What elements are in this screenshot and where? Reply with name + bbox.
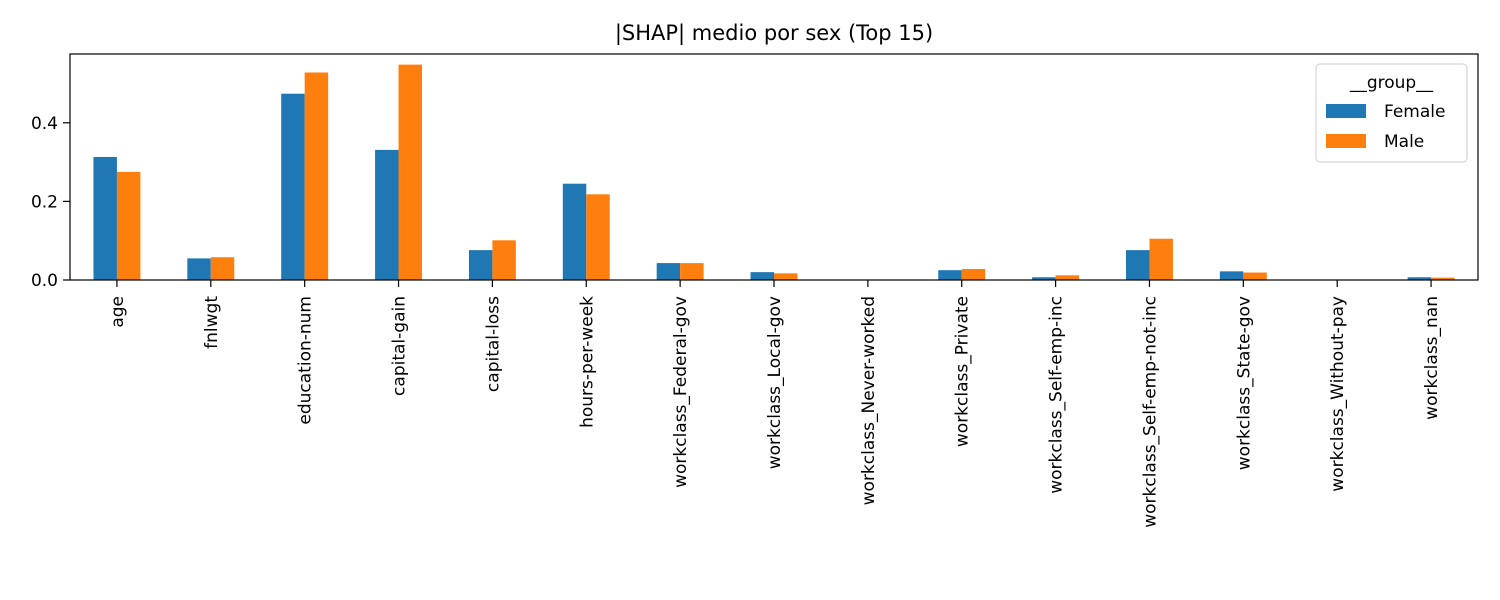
bar-workclass-self-emp-inc-female — [1032, 277, 1056, 280]
bar-workclass-private-female — [938, 270, 962, 280]
bar-workclass-self-emp-not-inc-female — [1126, 250, 1150, 280]
x-axis: age fnlwgt education-num capital-gain capita… — [108, 280, 1442, 528]
x-tick-label-age: age — [108, 296, 128, 328]
legend-title: __group__ — [1349, 73, 1434, 93]
bar-workclass-self-emp-inc-male — [1055, 275, 1080, 280]
x-tick-label-workclass-self-emp-inc: workclass_Self-emp-inc — [1047, 296, 1067, 494]
x-tick-label-workclass-private: workclass_Private — [953, 296, 973, 447]
y-tick-label: 0.2 — [31, 192, 58, 212]
x-tick-label-workclass-nan: workclass_nan — [1422, 296, 1442, 420]
bar-hours-per-week-male — [586, 194, 610, 280]
x-tick-label-capital-loss: capital-loss — [483, 296, 503, 392]
x-tick-label-workclass-self-emp-not-inc: workclass_Self-emp-not-inc — [1140, 296, 1160, 528]
chart-title: |SHAP| medio por sex (Top 15) — [615, 21, 933, 46]
bar-age-male — [116, 171, 141, 280]
bar-capital-loss-male — [492, 240, 516, 280]
bar-education-num-female — [281, 93, 305, 280]
x-tick-label-workclass-state-gov: workclass_State-gov — [1234, 296, 1254, 470]
legend: __group__ Female Male — [1315, 63, 1468, 163]
x-tick-label-workclass-never-worked: workclass_Never-worked — [859, 296, 879, 505]
legend-swatch-male — [1326, 134, 1366, 148]
bar-fnlwgt-female — [187, 258, 211, 280]
bar-capital-loss-female — [468, 250, 493, 280]
bar-workclass-nan-female — [1407, 277, 1432, 280]
legend-label-male: Male — [1384, 132, 1424, 152]
y-tick-label: 0.4 — [31, 114, 58, 134]
bar-workclass-federal-gov-female — [656, 263, 681, 280]
x-tick-label-workclass-without-pay: workclass_Without-pay — [1328, 296, 1348, 492]
bar-workclass-state-gov-male — [1243, 272, 1267, 280]
x-tick-label-hours-per-week: hours-per-week — [577, 296, 597, 428]
bar-workclass-state-gov-female — [1219, 271, 1244, 280]
bar-capital-gain-male — [398, 64, 422, 280]
bars-layer — [93, 64, 1455, 280]
bar-age-female — [93, 156, 117, 280]
bar-hours-per-week-female — [562, 183, 587, 280]
bar-workclass-nan-male — [1431, 277, 1455, 280]
legend-swatch-female — [1326, 104, 1366, 118]
x-tick-label-education-num: education-num — [296, 296, 316, 425]
bar-fnlwgt-male — [210, 257, 235, 280]
bar-workclass-local-gov-male — [774, 273, 798, 280]
y-tick-label: 0.0 — [31, 271, 58, 291]
x-tick-label-workclass-federal-gov: workclass_Federal-gov — [671, 296, 691, 488]
x-tick-label-fnlwgt: fnlwgt — [202, 296, 222, 349]
bar-workclass-local-gov-female — [750, 272, 774, 280]
bar-education-num-male — [304, 72, 329, 280]
y-axis: 0.0 0.2 0.4 — [31, 114, 70, 291]
x-tick-label-workclass-local-gov: workclass_Local-gov — [765, 296, 785, 469]
plot-frame — [69, 53, 1479, 281]
bar-workclass-federal-gov-male — [680, 263, 704, 280]
bar-workclass-self-emp-not-inc-male — [1149, 238, 1173, 280]
bar-capital-gain-female — [375, 149, 399, 280]
x-tick-label-capital-gain: capital-gain — [390, 296, 410, 396]
bar-workclass-private-male — [961, 268, 986, 280]
legend-label-female: Female — [1384, 102, 1445, 122]
